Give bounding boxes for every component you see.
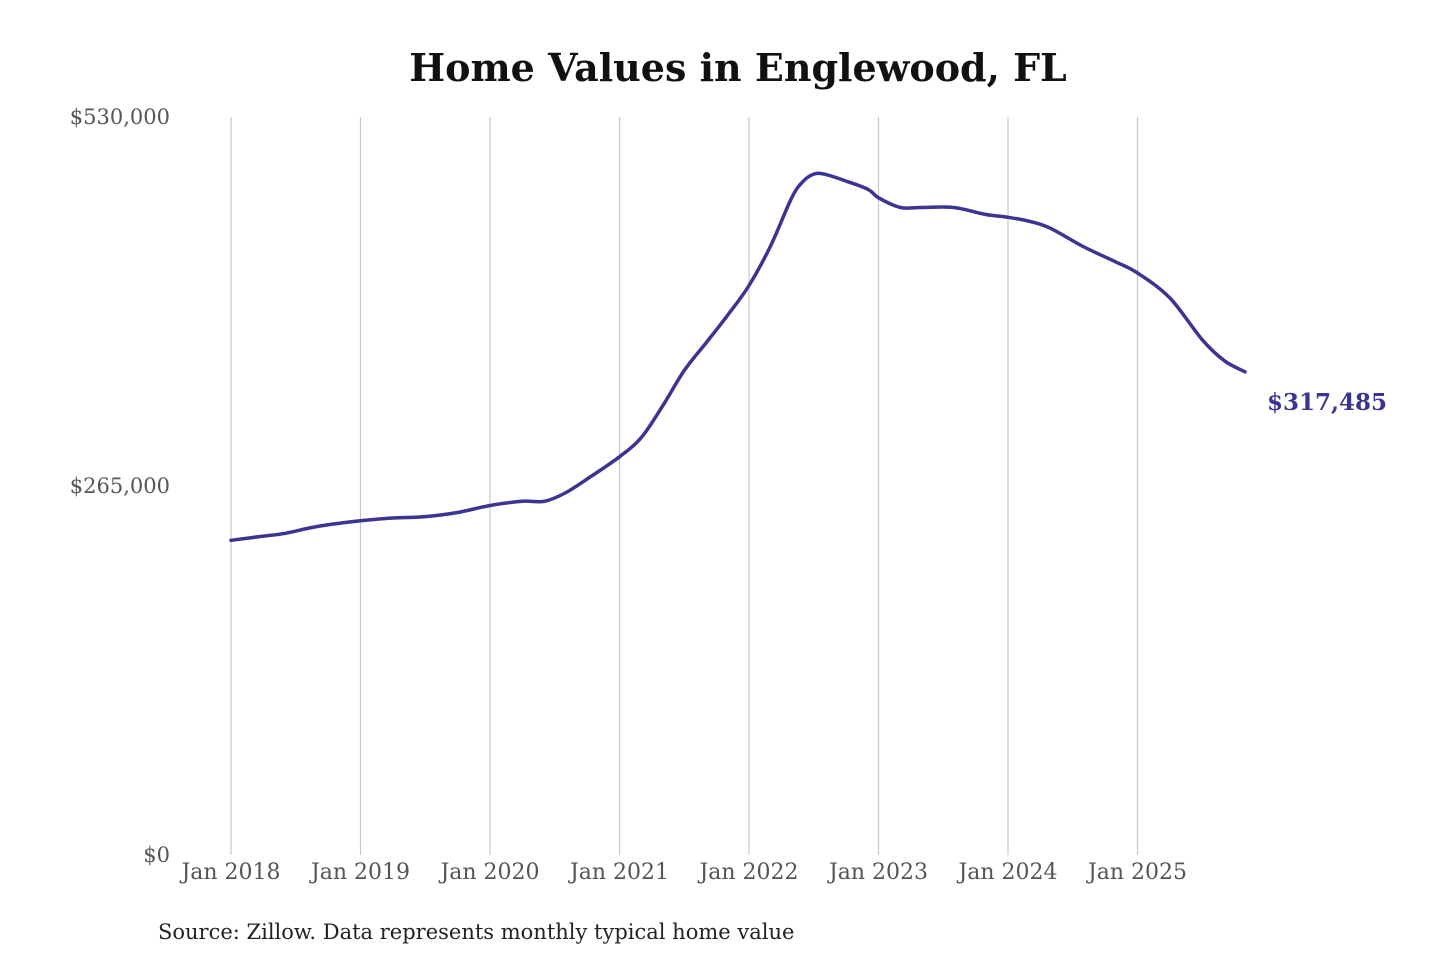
y-axis: $530,000 $265,000 $0 (70, 105, 170, 867)
y-tick-label-2: $0 (143, 843, 170, 867)
y-tick-label-1: $265,000 (70, 474, 170, 498)
series-line (229, 171, 1247, 543)
x-tick-label-5: Jan 2023 (827, 860, 928, 885)
y-tick-label-0: $530,000 (70, 105, 170, 129)
x-tick-label-3: Jan 2021 (568, 860, 669, 885)
x-tick-label-2: Jan 2020 (438, 860, 539, 885)
x-tick-label-0: Jan 2018 (179, 860, 280, 885)
source-note: Source: Zillow. Data represents monthly … (158, 920, 794, 944)
x-tick-label-7: Jan 2025 (1086, 860, 1187, 885)
end-value-label: $317,485 (1267, 389, 1387, 416)
x-tick-label-6: Jan 2024 (956, 860, 1057, 885)
gridlines (230, 117, 1139, 855)
chart-title: Home Values in Englewood, FL (409, 45, 1067, 90)
x-axis: Jan 2018 Jan 2019 Jan 2020 Jan 2021 Jan 2022… (179, 860, 1187, 885)
x-tick-label-4: Jan 2022 (697, 860, 798, 885)
x-tick-label-1: Jan 2019 (309, 860, 410, 885)
